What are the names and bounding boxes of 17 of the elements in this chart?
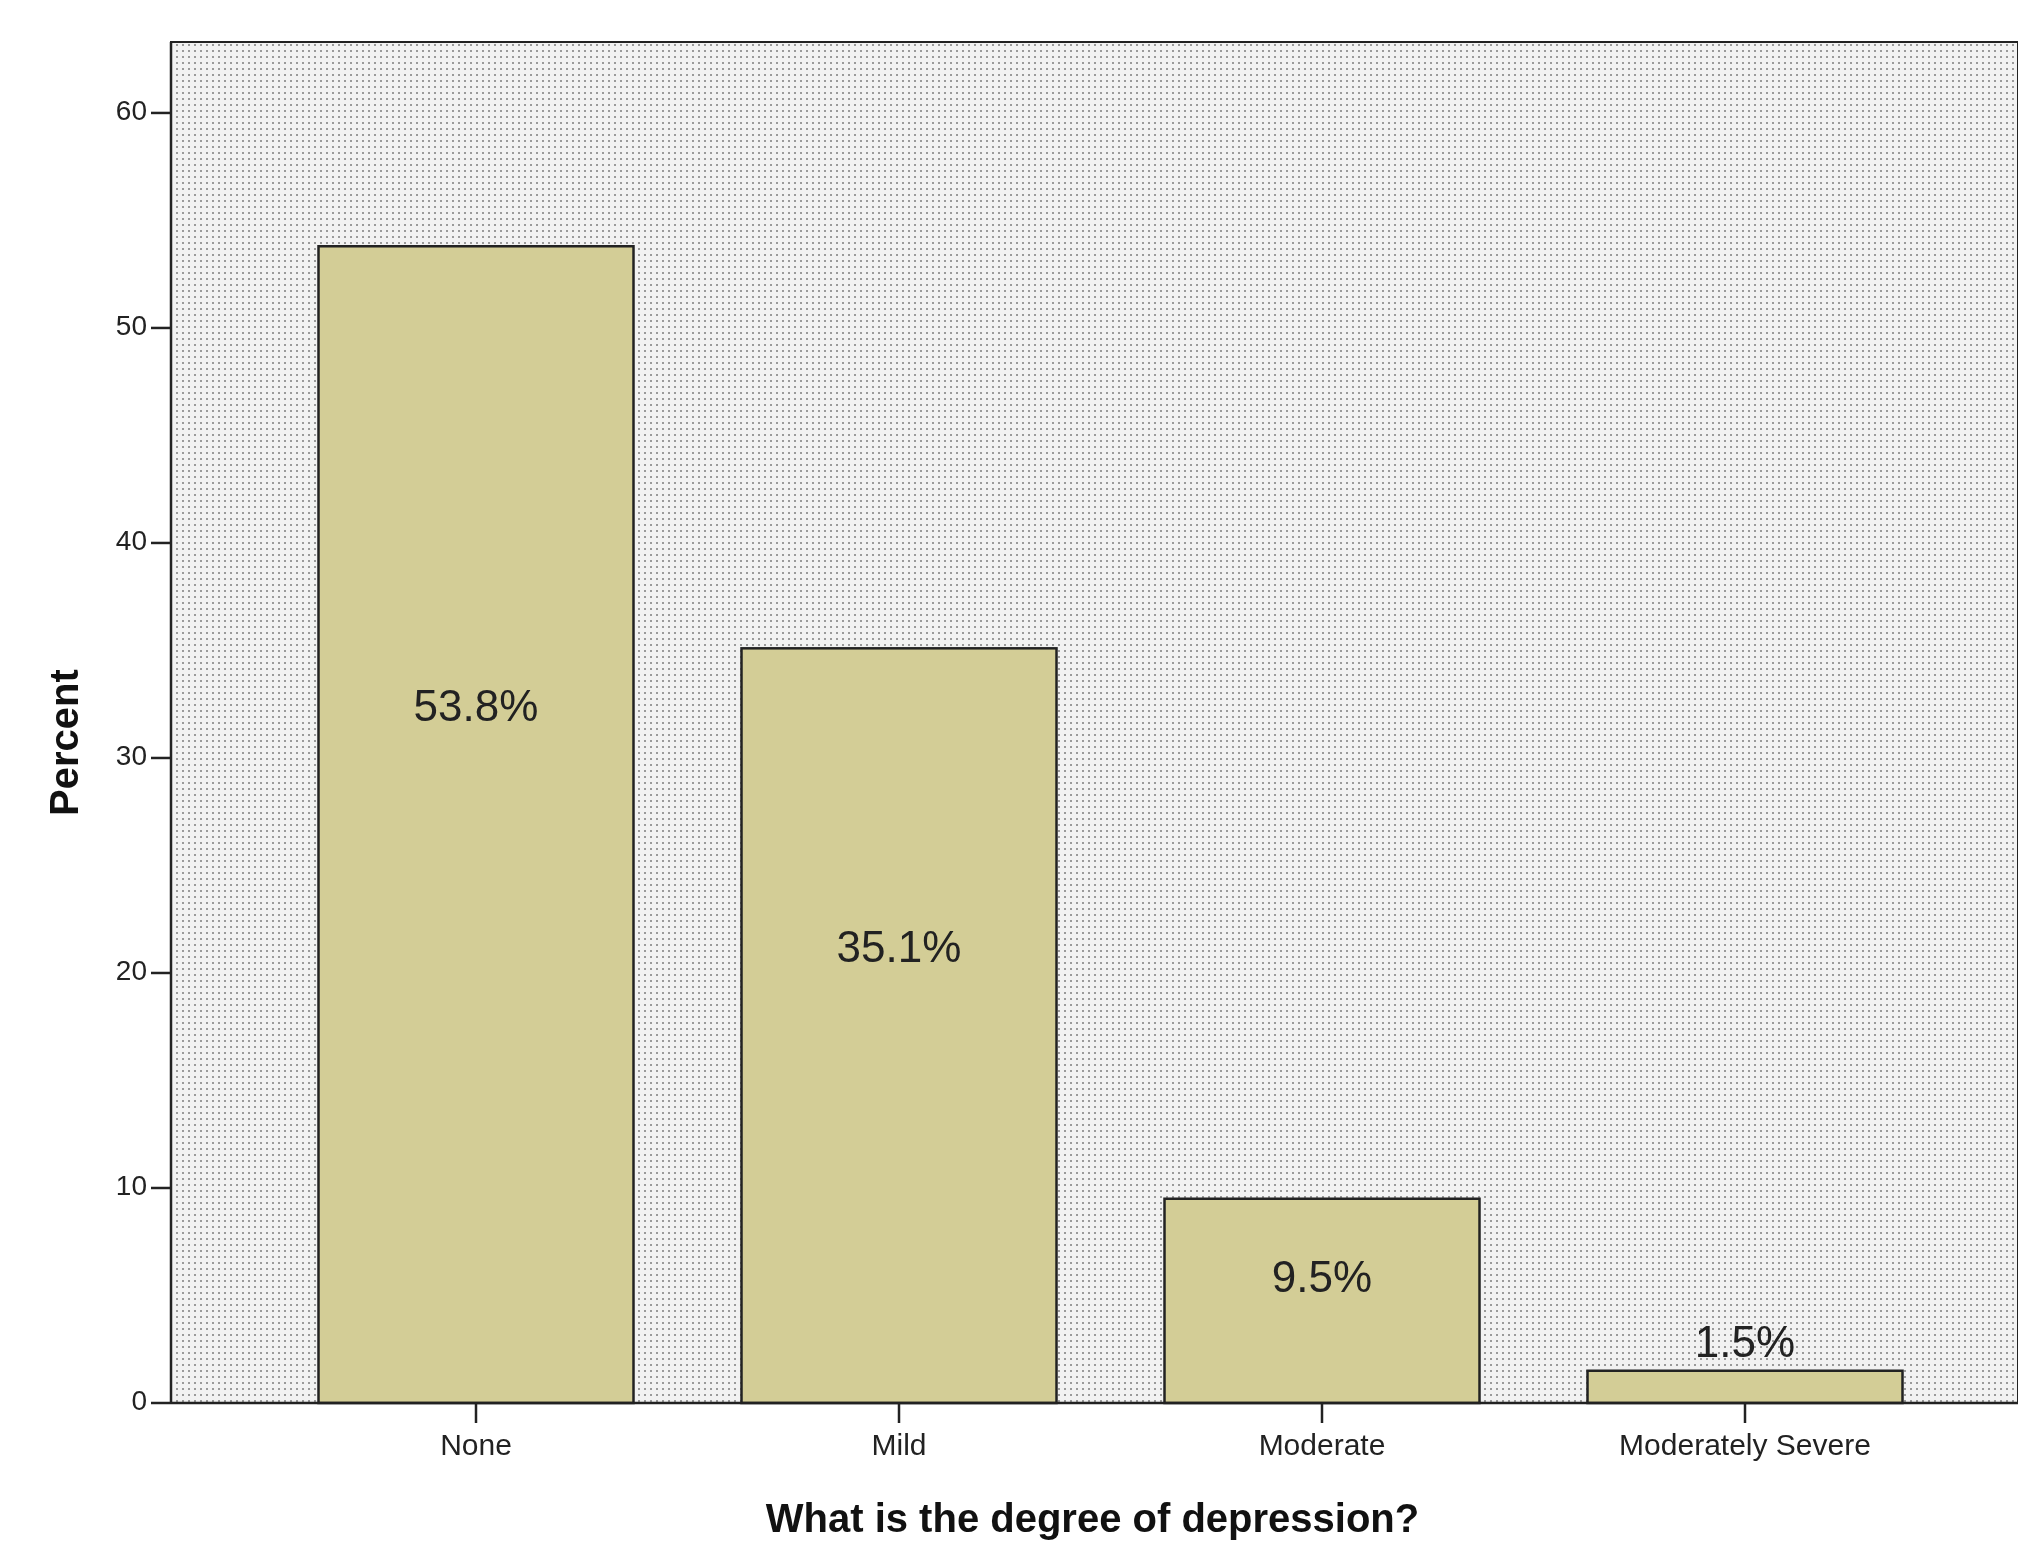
x-tick-label: Mild (871, 1428, 927, 1461)
y-tick-label: 50 (115, 310, 147, 342)
y-axis-title: Percent (42, 669, 86, 816)
data-label: 9.5% (1271, 1252, 1373, 1302)
y-tick-label: 10 (115, 1170, 147, 1202)
y-tick-label: 30 (115, 740, 147, 772)
x-tick-label: None (440, 1428, 512, 1461)
data-label: 1.5% (1694, 1316, 1796, 1366)
x-tick-label: Moderately Severe (1619, 1428, 1871, 1461)
y-tick-label: 0 (131, 1385, 147, 1417)
y-tick-label: 40 (115, 525, 147, 557)
y-tick-label: 20 (115, 955, 147, 987)
x-axis-title: What is the degree of depression? (765, 1496, 1420, 1540)
x-tick-label: Moderate (1258, 1428, 1386, 1461)
data-label: 35.1% (836, 921, 962, 971)
data-label: 53.8% (413, 680, 539, 730)
y-tick-label: 60 (115, 95, 147, 127)
